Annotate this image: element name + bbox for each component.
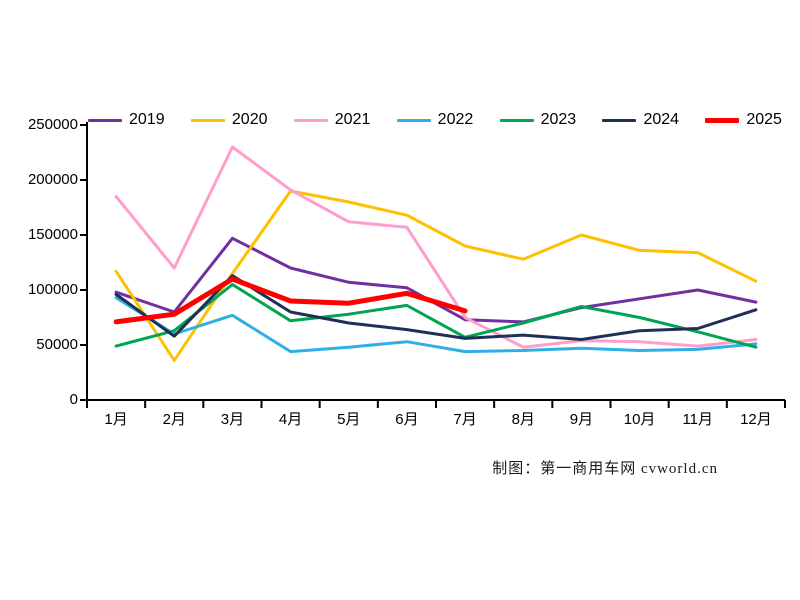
legend-line-swatch (396, 118, 431, 122)
legend-line-swatch (190, 118, 225, 122)
x-axis-tick-label: 8月 (511, 411, 535, 428)
y-axis-tick-label: 200000 (27, 171, 78, 188)
series-line-2020 (114, 189, 758, 362)
legend-item-2021: 2021 (293, 111, 371, 129)
chart-legend: 2019 2020 2021 2022 2023 2024 2025 (88, 111, 782, 129)
x-axis-tick-label: 5月 (337, 411, 361, 428)
x-axis-tick-label: 11月 (682, 411, 714, 428)
y-axis-tick-label: 0 (69, 391, 78, 408)
legend-item-2020: 2020 (190, 111, 268, 129)
chart-caption: 制图：第一商用车网 cvworld.cn (492, 461, 718, 477)
x-axis-tick-label: 6月 (395, 411, 419, 428)
legend-label: 2019 (129, 111, 165, 128)
legend-label: 2021 (334, 111, 371, 128)
x-axis-tick-label: 12月 (740, 411, 772, 428)
legend-item-2024: 2024 (602, 111, 679, 129)
legend-line-swatch (705, 117, 740, 123)
x-axis-tick-label: 2月 (162, 411, 186, 428)
y-axis-tick-label: 50000 (36, 336, 78, 353)
series-line-2022 (114, 296, 758, 354)
legend-item-2023: 2023 (499, 111, 577, 129)
legend-label: 2020 (231, 111, 268, 128)
y-axis-tick-label: 150000 (27, 226, 78, 243)
legend-line-swatch (602, 118, 637, 122)
legend-item-2022: 2022 (396, 111, 474, 129)
y-axis-tick-label: 100000 (27, 281, 78, 298)
x-axis-tick-label: 1月 (104, 411, 128, 428)
legend-label: 2022 (437, 111, 474, 128)
x-axis-tick-label: 9月 (569, 411, 594, 428)
legend-line-swatch (293, 118, 328, 122)
legend-line-swatch (88, 118, 122, 122)
series-line-2025 (113, 276, 468, 325)
x-axis-tick-label: 7月 (453, 411, 477, 428)
legend-label: 2025 (746, 111, 782, 128)
legend-label: 2024 (643, 111, 680, 128)
series-line-2024 (114, 274, 758, 341)
legend-line-swatch (499, 118, 534, 122)
legend-item-2019: 2019 (88, 111, 165, 129)
series-line-2021 (114, 145, 758, 349)
legend-item-2025: 2025 (705, 111, 782, 129)
x-axis-tick-label: 3月 (220, 411, 245, 428)
x-axis-tick-label: 10月 (623, 411, 656, 428)
legend-label: 2023 (540, 111, 577, 128)
y-axis-tick-label: 250000 (27, 116, 78, 133)
x-axis-tick-label: 4月 (278, 411, 303, 428)
series-line-2023 (114, 283, 758, 349)
